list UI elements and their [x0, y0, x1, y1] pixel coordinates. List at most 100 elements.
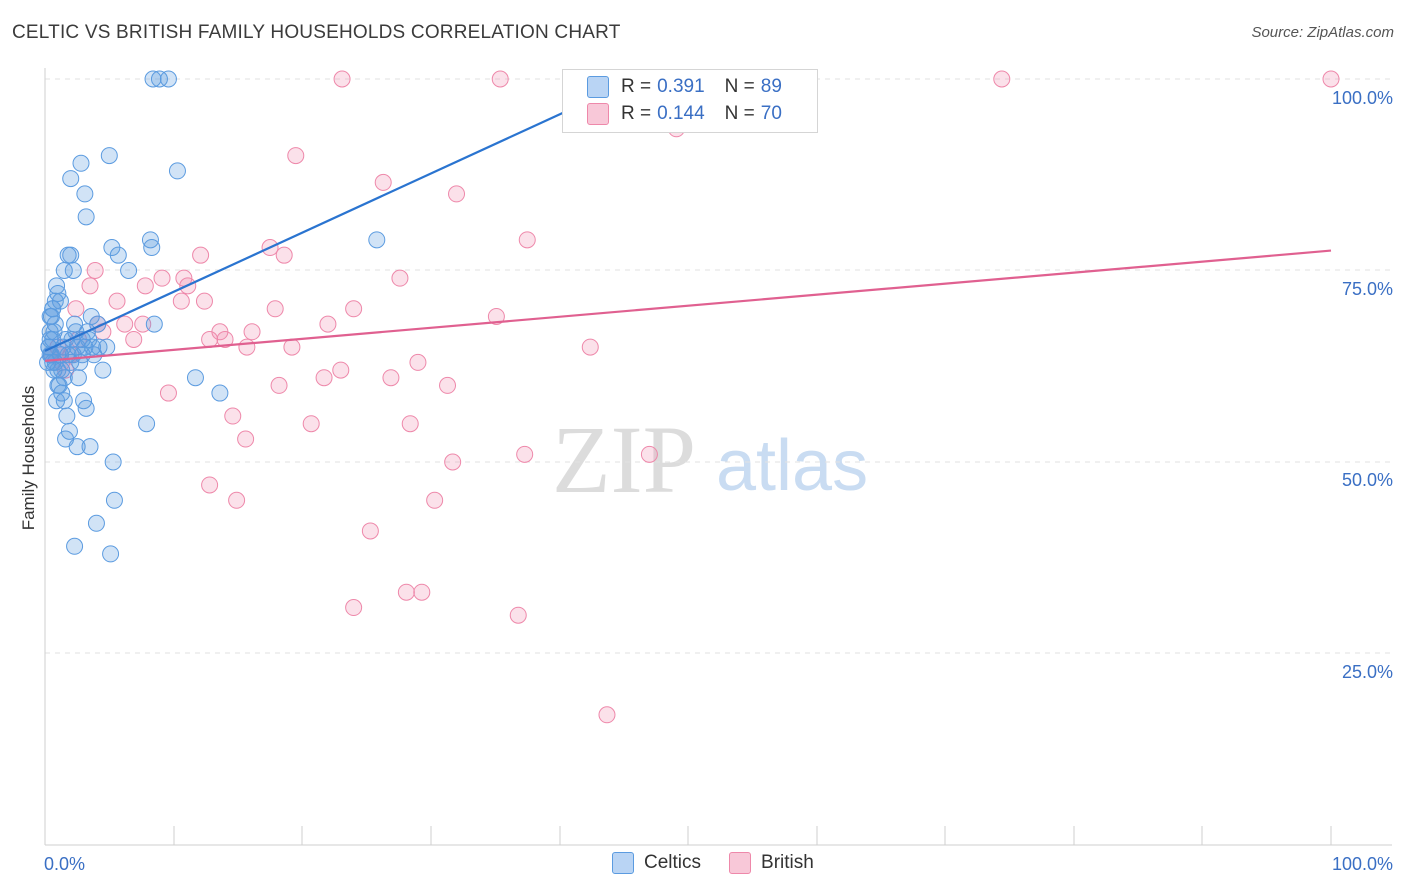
british-point — [237, 430, 255, 448]
r-label: R = — [621, 76, 652, 97]
british-point — [509, 606, 527, 624]
celtics-point — [68, 438, 86, 456]
british-point — [491, 70, 509, 88]
british-point — [125, 330, 143, 348]
legend-item-british[interactable]: British — [729, 852, 814, 874]
celtics-point — [368, 231, 386, 249]
celtics-point — [64, 262, 82, 279]
n-value: 89 — [760, 76, 782, 97]
legend-item-celtics[interactable]: Celtics — [612, 852, 701, 874]
celtics-point — [102, 545, 120, 563]
british-point — [153, 269, 171, 287]
british-series — [42, 70, 1340, 724]
source-label: Source: ZipAtlas.com — [1251, 24, 1394, 41]
celtics-point — [62, 170, 80, 188]
celtics-swatch — [587, 76, 609, 98]
british-point — [81, 277, 99, 295]
british-swatch — [587, 103, 609, 125]
british-point — [216, 330, 234, 348]
british-point — [332, 361, 350, 379]
british-point — [397, 583, 415, 601]
celtics-legend-swatch — [612, 852, 634, 874]
celtics-point — [48, 392, 66, 410]
british-point — [238, 338, 256, 356]
british-point — [315, 369, 333, 387]
x-axis-ticks — [173, 826, 1332, 845]
celtics-trendline — [44, 78, 638, 352]
british-point — [993, 70, 1011, 88]
british-point — [86, 262, 104, 279]
x-tick-label-min: 0.0% — [44, 854, 85, 874]
celtics-point — [138, 415, 156, 433]
british-point — [361, 522, 379, 540]
celtics-point — [144, 70, 162, 88]
r-value: 0.144 — [657, 103, 705, 124]
celtics-point — [105, 491, 123, 509]
celtics-point — [44, 300, 62, 318]
celtics-series — [39, 70, 386, 563]
british-point — [345, 300, 363, 318]
british-point — [266, 300, 284, 318]
n-value: 70 — [760, 103, 782, 124]
british-point — [224, 407, 242, 425]
n-label: N = — [724, 103, 755, 124]
british-point — [172, 292, 190, 310]
y-tick-label-100: 100.0% — [1332, 88, 1393, 108]
british-point — [134, 315, 152, 333]
celtics-point — [109, 246, 127, 264]
british-point — [228, 491, 246, 509]
british-point — [581, 338, 599, 356]
british-point — [516, 445, 534, 463]
british-point — [374, 173, 392, 191]
watermark-atlas: atlas — [716, 426, 868, 506]
celtics-point — [49, 361, 67, 379]
watermark-zip: ZIP — [552, 406, 696, 513]
british-point — [159, 384, 177, 402]
celtics-legend-label: Celtics — [644, 852, 702, 873]
r-label: R = — [621, 103, 652, 124]
chart-title: CELTIC VS BRITISH FAMILY HOUSEHOLDS CORR… — [12, 22, 621, 43]
celtics-point — [77, 208, 95, 226]
celtics-point — [58, 407, 76, 425]
celtics-point — [168, 162, 186, 180]
british-point — [201, 476, 219, 494]
british-point — [444, 453, 462, 471]
x-tick-label-max: 100.0% — [1332, 854, 1393, 874]
celtics-point — [98, 338, 116, 356]
celtics-point — [150, 70, 168, 88]
celtics-point — [81, 438, 99, 456]
gridlines — [45, 78, 1392, 654]
british-legend-label: British — [761, 852, 814, 873]
celtics-point — [76, 185, 94, 203]
british-point — [401, 415, 419, 433]
celtics-point — [76, 338, 94, 356]
british-point — [319, 315, 337, 333]
british-point — [108, 292, 126, 310]
celtics-point — [159, 70, 177, 88]
celtics-point — [72, 154, 90, 172]
british-point — [439, 376, 457, 394]
celtics-point — [186, 369, 204, 387]
british-point — [382, 369, 400, 387]
celtics-point — [145, 315, 163, 333]
celtics-point — [62, 246, 80, 264]
series-legend: Celtics British — [612, 852, 842, 874]
y-tick-label-75: 75.0% — [1342, 279, 1393, 299]
trendlines — [44, 78, 1332, 362]
celtics-point — [104, 453, 122, 471]
british-point — [413, 583, 431, 601]
british-point — [270, 376, 288, 394]
british-point — [1322, 70, 1340, 88]
british-point — [487, 307, 505, 325]
n-label: N = — [724, 76, 755, 97]
r-value: 0.391 — [657, 76, 705, 97]
celtics-point — [45, 323, 63, 341]
british-point — [283, 338, 301, 356]
british-legend-swatch — [729, 852, 752, 874]
british-point — [136, 277, 154, 295]
british-trendline — [44, 249, 1332, 362]
legend-row-celtics: R = 0.391 N = 89 — [587, 75, 782, 99]
british-point — [333, 70, 351, 88]
british-point — [598, 706, 616, 724]
